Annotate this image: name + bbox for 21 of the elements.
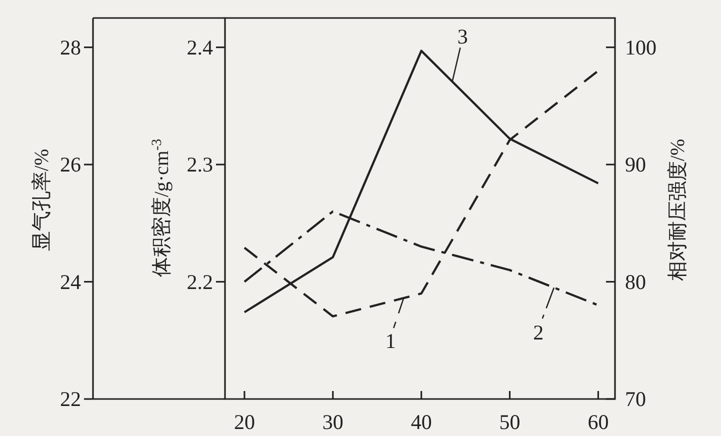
- legend-label: 2: [533, 320, 544, 345]
- y3-tick-label: 70: [625, 387, 646, 411]
- y2-tick-label: 2.4: [186, 35, 214, 60]
- y3-tick-label: 90: [625, 152, 646, 177]
- x-tick-label: 40: [410, 410, 432, 434]
- x-tick-label: 30: [322, 410, 344, 434]
- y-tick-label: 28: [60, 35, 81, 60]
- y3-tick-label: 100: [625, 35, 656, 60]
- y3-axis-title: 相对耐压强度/%: [667, 138, 689, 282]
- legend-label: 1: [385, 329, 396, 354]
- y-tick-label: 26: [60, 152, 81, 177]
- series-label: 3: [457, 24, 468, 49]
- y3-tick-label: 80: [625, 270, 646, 294]
- y2-tick-label: 2.2: [186, 270, 213, 294]
- y-axis-title: 显气孔率/%: [31, 148, 53, 252]
- x-tick-label: 20: [234, 410, 255, 434]
- y-tick-label: 24: [60, 270, 82, 294]
- y-tick-label: 22: [60, 387, 81, 411]
- x-tick-label: 50: [499, 410, 520, 434]
- y2-tick-label: 2.3: [186, 152, 213, 177]
- x-tick-label: 60: [588, 410, 609, 434]
